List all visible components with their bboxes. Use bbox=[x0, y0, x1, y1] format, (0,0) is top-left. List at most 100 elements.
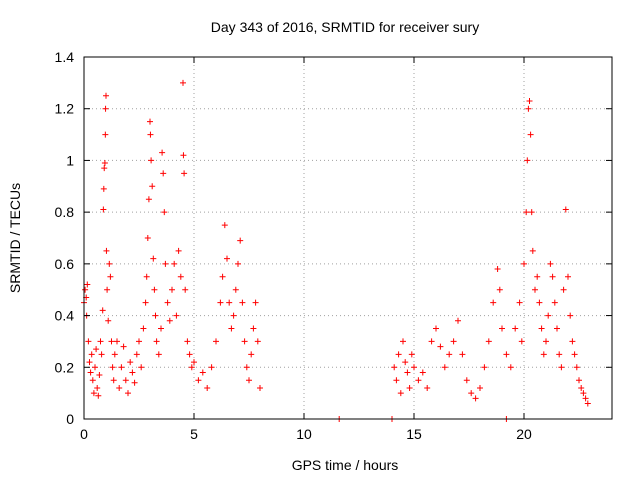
data-point bbox=[518, 338, 525, 345]
data-point bbox=[114, 338, 120, 345]
data-point bbox=[532, 286, 538, 293]
data-point bbox=[496, 286, 503, 293]
data-point bbox=[437, 343, 444, 350]
data-point bbox=[525, 105, 532, 112]
data-point bbox=[235, 260, 241, 267]
data-point bbox=[177, 273, 184, 280]
grid bbox=[84, 57, 612, 419]
data-point bbox=[569, 338, 576, 345]
data-point bbox=[84, 281, 91, 288]
data-point bbox=[173, 312, 180, 319]
data-point bbox=[125, 390, 131, 397]
data-point bbox=[580, 390, 587, 397]
data-point bbox=[450, 338, 457, 345]
x-tick-label: 10 bbox=[296, 426, 312, 442]
data-point bbox=[144, 235, 151, 241]
data-point bbox=[400, 338, 406, 345]
data-point bbox=[199, 369, 206, 376]
data-point bbox=[147, 118, 153, 125]
data-point bbox=[97, 338, 104, 345]
data-point bbox=[250, 325, 257, 332]
y-tick-label: 1 bbox=[66, 152, 74, 168]
data-point bbox=[257, 384, 263, 391]
data-point bbox=[219, 273, 226, 280]
y-tick-label: 0.2 bbox=[55, 359, 75, 375]
data-point bbox=[181, 170, 188, 177]
y-tick-label: 0 bbox=[66, 411, 74, 427]
data-point bbox=[534, 273, 541, 280]
data-point bbox=[110, 377, 117, 384]
data-point bbox=[512, 325, 519, 332]
data-point bbox=[536, 299, 543, 306]
data-point bbox=[528, 209, 535, 216]
data-point bbox=[237, 237, 244, 244]
data-point bbox=[516, 299, 523, 306]
y-axis-label: SRMTID / TECUs bbox=[7, 183, 23, 293]
data-point bbox=[105, 317, 112, 324]
data-point bbox=[529, 247, 536, 254]
data-point bbox=[571, 351, 578, 358]
y-tick-labels: 0 0.2 0.4 0.6 0.8 1 1.2 1.4 bbox=[55, 49, 75, 427]
data-point bbox=[523, 209, 530, 216]
data-point bbox=[101, 160, 108, 167]
data-point bbox=[411, 364, 417, 371]
data-point bbox=[252, 299, 259, 306]
data-point bbox=[129, 369, 136, 376]
data-point bbox=[106, 260, 113, 267]
data-point bbox=[104, 286, 111, 293]
data-point bbox=[87, 369, 94, 376]
data-point bbox=[158, 325, 164, 332]
data-point bbox=[567, 312, 574, 319]
data-point bbox=[138, 364, 145, 371]
data-point bbox=[524, 157, 531, 164]
data-point bbox=[186, 351, 193, 358]
data-point bbox=[424, 384, 431, 391]
data-point bbox=[477, 384, 483, 391]
plot-frame bbox=[83, 56, 613, 420]
y-tick-label: 0.6 bbox=[55, 256, 75, 272]
data-point bbox=[241, 338, 248, 345]
data-point bbox=[188, 364, 195, 371]
data-point bbox=[573, 364, 580, 371]
data-point bbox=[96, 372, 103, 379]
data-point bbox=[221, 222, 228, 229]
data-point bbox=[102, 131, 109, 138]
data-point bbox=[143, 273, 150, 280]
data-point bbox=[136, 338, 142, 345]
y-tick-label: 1.4 bbox=[55, 49, 75, 65]
data-point bbox=[540, 351, 547, 358]
data-point bbox=[101, 165, 108, 172]
data-point bbox=[565, 273, 571, 280]
data-point bbox=[230, 312, 237, 319]
data-point bbox=[111, 351, 118, 358]
data-point bbox=[88, 351, 95, 358]
data-point bbox=[155, 351, 162, 358]
data-point bbox=[213, 338, 219, 345]
data-point bbox=[582, 395, 589, 402]
data-point bbox=[549, 273, 556, 280]
data-point bbox=[584, 400, 591, 407]
y-tick-label: 1.2 bbox=[55, 101, 75, 117]
data-point bbox=[246, 377, 252, 384]
data-point bbox=[204, 384, 211, 391]
data-point bbox=[459, 351, 466, 358]
data-point bbox=[472, 395, 479, 402]
data-point bbox=[82, 286, 89, 293]
data-point bbox=[232, 286, 239, 293]
data-point bbox=[239, 299, 246, 306]
axis-ticks bbox=[83, 56, 612, 420]
data-point bbox=[455, 317, 461, 324]
data-point bbox=[107, 273, 114, 280]
data-point bbox=[161, 209, 168, 216]
data-point bbox=[195, 377, 202, 384]
data-point bbox=[463, 377, 470, 384]
x-tick-labels: 0 5 10 15 20 bbox=[80, 426, 532, 442]
data-point bbox=[100, 206, 107, 213]
data-point bbox=[490, 299, 497, 306]
data-point bbox=[133, 351, 140, 358]
x-axis-label: GPS time / hours bbox=[292, 457, 399, 473]
data-point bbox=[116, 384, 123, 391]
data-point bbox=[149, 183, 156, 190]
data-point bbox=[494, 266, 501, 273]
data-point bbox=[180, 79, 186, 86]
